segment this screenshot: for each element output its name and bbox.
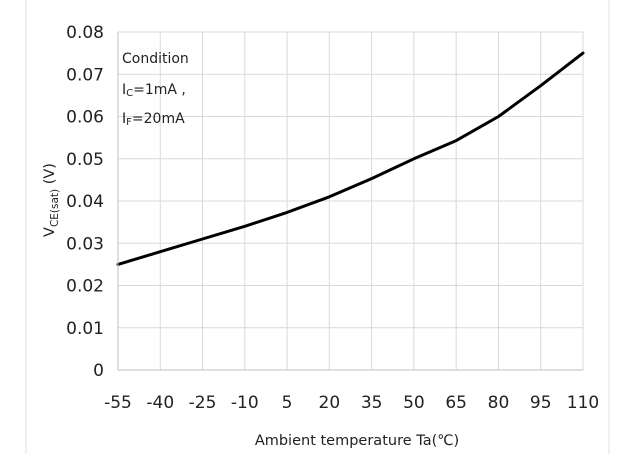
y-tick-label: 0.03 xyxy=(66,234,104,254)
x-tick-label: 110 xyxy=(567,393,599,413)
x-tick-label: 20 xyxy=(319,393,341,413)
y-tick-label: 0.05 xyxy=(66,150,104,170)
x-tick-label: 35 xyxy=(361,393,383,413)
x-tick-label: -40 xyxy=(146,393,174,413)
series-layer xyxy=(116,51,585,266)
x-tick-label: 95 xyxy=(530,393,552,413)
x-tick-label: -25 xyxy=(189,393,217,413)
y-tick-label: 0 xyxy=(93,361,104,381)
x-tick-label: 65 xyxy=(445,393,467,413)
grid xyxy=(118,31,584,370)
y-tick-label: 0.08 xyxy=(66,23,104,43)
axes: 00.010.020.030.040.050.060.070.08-55 -40-… xyxy=(25,0,610,454)
y-tick-label: 0.01 xyxy=(66,319,104,339)
x-tick-label: 50 xyxy=(403,393,425,413)
y-axis-title-subscript: CE(sat) xyxy=(49,189,61,227)
y-axis-title: VCE(sat) (V) xyxy=(42,163,61,237)
x-tick-label: -10 xyxy=(231,393,259,413)
x-tick-label: 5 xyxy=(282,393,293,413)
condition-if: IF=20mA xyxy=(122,111,185,128)
y-axis-title-main: V xyxy=(42,227,58,237)
series-line xyxy=(116,51,585,266)
x-tick-label: 80 xyxy=(488,393,510,413)
y-tick-label: 0.02 xyxy=(66,277,104,297)
y-tick-label: 0.06 xyxy=(66,108,104,128)
y-axis-title-unit: (V) xyxy=(42,163,58,189)
x-axis-title: Ambient temperature Ta(℃) xyxy=(255,433,459,449)
condition-ic: IC=1mA , xyxy=(122,82,186,99)
condition-title: Condition xyxy=(122,51,189,67)
y-tick-label: 0.04 xyxy=(66,192,104,212)
y-tick-label: 0.07 xyxy=(66,65,104,85)
condition-annotation: Condition IC=1mA , IF=20mA xyxy=(122,51,189,128)
x-tick-label: -55 xyxy=(104,393,132,413)
